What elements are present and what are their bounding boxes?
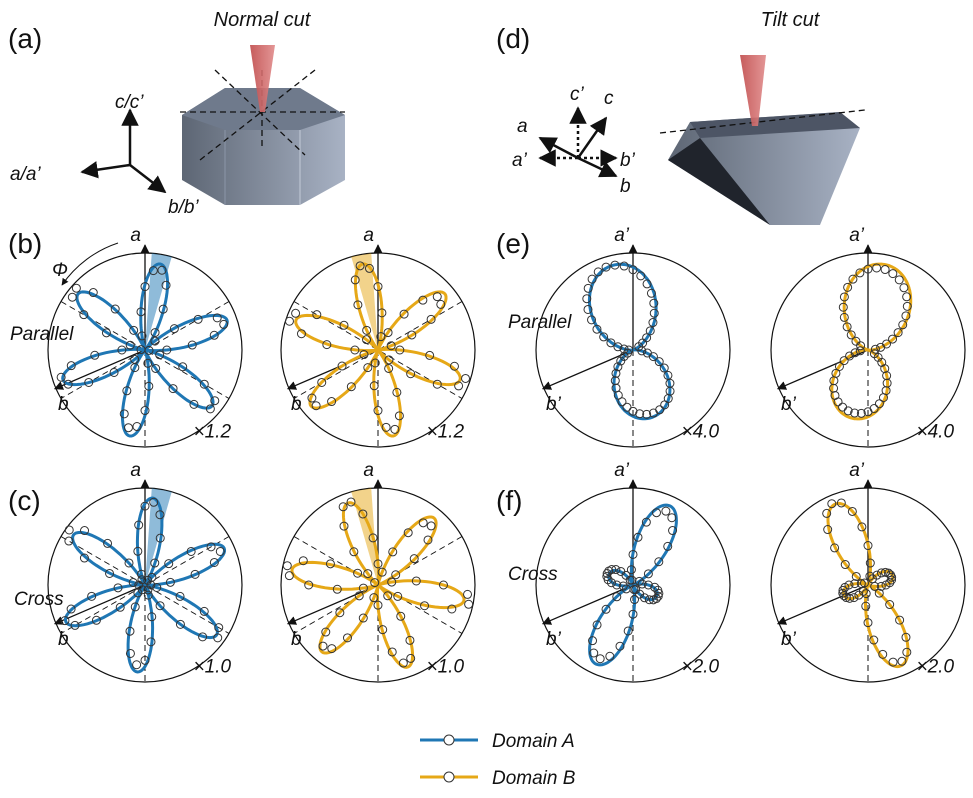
axis-label: a <box>363 460 374 481</box>
data-point <box>662 507 670 515</box>
data-point <box>285 572 293 580</box>
axis-label: a/a’ <box>10 164 41 185</box>
data-point <box>464 590 472 598</box>
data-point <box>596 655 604 663</box>
axis-arrow <box>778 350 868 389</box>
axis-label: b’ <box>781 394 797 415</box>
axis-label: b’ <box>781 629 797 650</box>
data-point <box>900 284 908 292</box>
axis-label: b <box>291 629 302 650</box>
axis-label: b <box>58 394 69 415</box>
axis-label: a’ <box>849 460 865 481</box>
legend-label: Domain A <box>492 731 575 752</box>
axis-label: b <box>58 629 69 650</box>
data-point <box>72 284 80 292</box>
data-point <box>65 526 73 534</box>
axis-label: a’ <box>849 225 865 246</box>
scale-label: ×2.0 <box>917 656 955 677</box>
data-point <box>285 317 293 325</box>
axis-label: c <box>604 88 614 109</box>
data-point <box>133 661 141 669</box>
axis-label: a <box>517 116 528 137</box>
panel-label: (a) <box>8 23 42 54</box>
axis-arrow <box>778 585 868 624</box>
legend: Domain A Domain B <box>420 731 576 789</box>
scale-label: ×1.0 <box>427 656 465 677</box>
axis-label: a’ <box>614 460 630 481</box>
axis-label: b/b’ <box>168 197 199 218</box>
data-point <box>839 403 847 411</box>
axis-label: a <box>363 225 374 246</box>
axis-arrow <box>543 585 633 624</box>
data-point <box>881 266 889 274</box>
axis-label: b’ <box>620 150 636 171</box>
axes-a <box>82 110 165 192</box>
data-point <box>895 276 903 284</box>
crystal-normal <box>180 45 345 205</box>
axis-label: c/c’ <box>115 92 144 113</box>
data-point <box>462 374 470 382</box>
data-point <box>433 293 441 301</box>
crystal-tilt <box>660 55 865 225</box>
data-point <box>668 514 676 522</box>
scale-label: ×2.0 <box>682 656 720 677</box>
axis-label: a <box>130 460 141 481</box>
axis-label: b <box>620 176 631 197</box>
legend-label: Domain B <box>492 768 576 789</box>
scale-label: ×1.2 <box>194 421 232 442</box>
mode-label: Cross <box>14 589 64 610</box>
fit-curve <box>296 264 461 436</box>
axis-arrow <box>543 350 633 389</box>
scale-label: ×4.0 <box>917 421 955 442</box>
panel-title: Normal cut <box>214 9 312 31</box>
data-point <box>465 600 473 608</box>
scale-label: ×1.0 <box>194 656 232 677</box>
mode-label: Cross <box>508 564 558 585</box>
panel-label: (e) <box>496 228 530 259</box>
fit-curve <box>589 264 670 419</box>
data-point <box>68 293 76 301</box>
axis-label: b’ <box>546 629 562 650</box>
data-point <box>427 522 435 530</box>
panel-label: (c) <box>8 485 41 516</box>
axis-label: c’ <box>570 84 585 105</box>
phi-label: Φ <box>52 260 68 281</box>
scale-label: ×4.0 <box>682 421 720 442</box>
data-point <box>283 562 291 570</box>
axis-label: a’ <box>614 225 630 246</box>
panel-label: (f) <box>496 485 522 516</box>
figure: (a) Normal cut c/c’ a/a’ b/b’ (d) Tilt c… <box>0 0 973 793</box>
phi-arc <box>62 243 118 285</box>
scale-label: ×1.2 <box>427 421 465 442</box>
axis-label: a <box>130 225 141 246</box>
panel-label: (d) <box>496 23 530 54</box>
data-point <box>124 424 132 432</box>
panel-label: (b) <box>8 228 42 259</box>
axis-label: b <box>291 394 302 415</box>
data-point <box>889 270 897 278</box>
axis-label: a’ <box>512 150 528 171</box>
axes-d <box>540 108 616 176</box>
data-point <box>292 309 300 317</box>
mode-label: Parallel <box>10 324 74 345</box>
data-point <box>623 403 631 411</box>
axis-label: b’ <box>546 394 562 415</box>
panel-title: Tilt cut <box>761 9 821 31</box>
